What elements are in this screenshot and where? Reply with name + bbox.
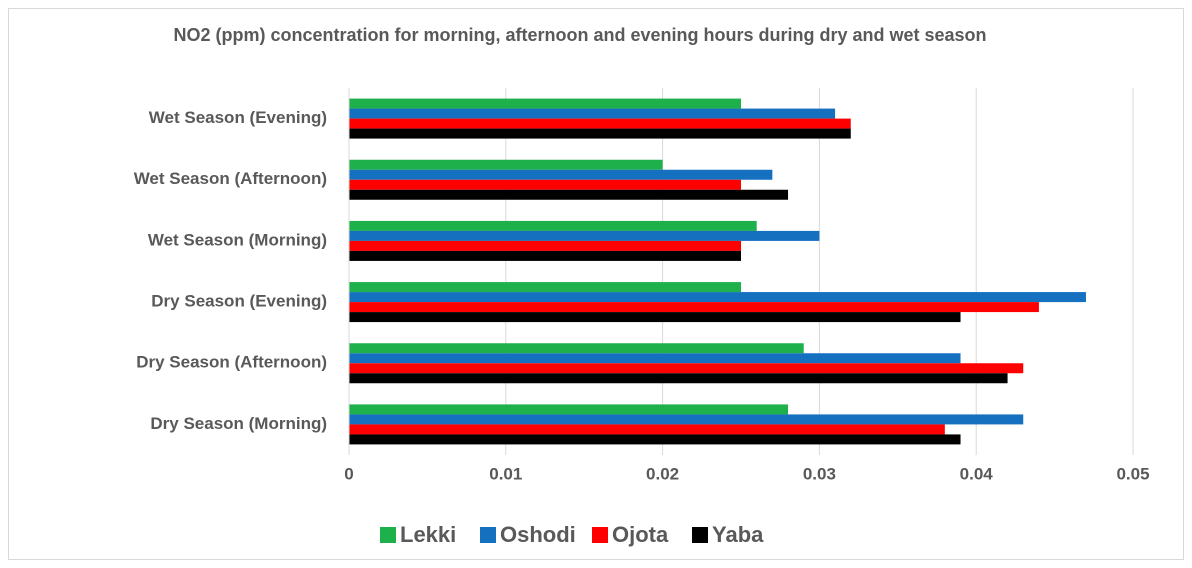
legend-label: Yaba [712, 522, 764, 547]
x-tick-label: 0.03 [803, 464, 836, 483]
bar [349, 179, 741, 190]
y-tick-label: Dry Season (Morning) [150, 414, 327, 433]
bar [349, 312, 961, 323]
bar [349, 189, 789, 200]
y-tick-label: Wet Season (Morning) [148, 230, 327, 249]
bar [349, 169, 773, 180]
bar [349, 128, 851, 139]
bar [349, 159, 663, 170]
bar [349, 373, 1008, 384]
x-tick-label: 0.05 [1116, 464, 1149, 483]
bar [349, 250, 741, 261]
y-tick-label: Wet Season (Evening) [149, 108, 327, 127]
x-tick-label: 0.02 [646, 464, 679, 483]
x-tick-label: 0 [344, 464, 353, 483]
bar [349, 302, 1039, 313]
legend-label: Lekki [400, 522, 456, 547]
bar [349, 363, 1024, 374]
bar [349, 282, 741, 293]
bar [349, 353, 961, 364]
legend-swatch [592, 527, 608, 543]
chart-border [8, 8, 1184, 560]
legend-label: Oshodi [500, 522, 576, 547]
legend-label: Ojota [612, 522, 669, 547]
bar [349, 414, 1024, 425]
bar [349, 230, 820, 241]
bar [349, 404, 789, 415]
chart-title: NO2 (ppm) concentration for morning, aft… [173, 25, 987, 45]
y-tick-label: Dry Season (Afternoon) [136, 353, 327, 372]
bar [349, 98, 741, 109]
y-tick-label: Dry Season (Evening) [151, 292, 327, 311]
bar [349, 118, 851, 129]
bar [349, 292, 1086, 303]
y-tick-label: Wet Season (Afternoon) [134, 169, 327, 188]
bar [349, 108, 836, 119]
bar [349, 424, 945, 435]
bar [349, 220, 757, 231]
bar [349, 240, 741, 251]
x-tick-label: 0.04 [960, 464, 994, 483]
legend-swatch [480, 527, 496, 543]
bar [349, 343, 804, 354]
legend-swatch [380, 527, 396, 543]
x-tick-label: 0.01 [489, 464, 522, 483]
bar [349, 434, 961, 445]
legend-swatch [692, 527, 708, 543]
